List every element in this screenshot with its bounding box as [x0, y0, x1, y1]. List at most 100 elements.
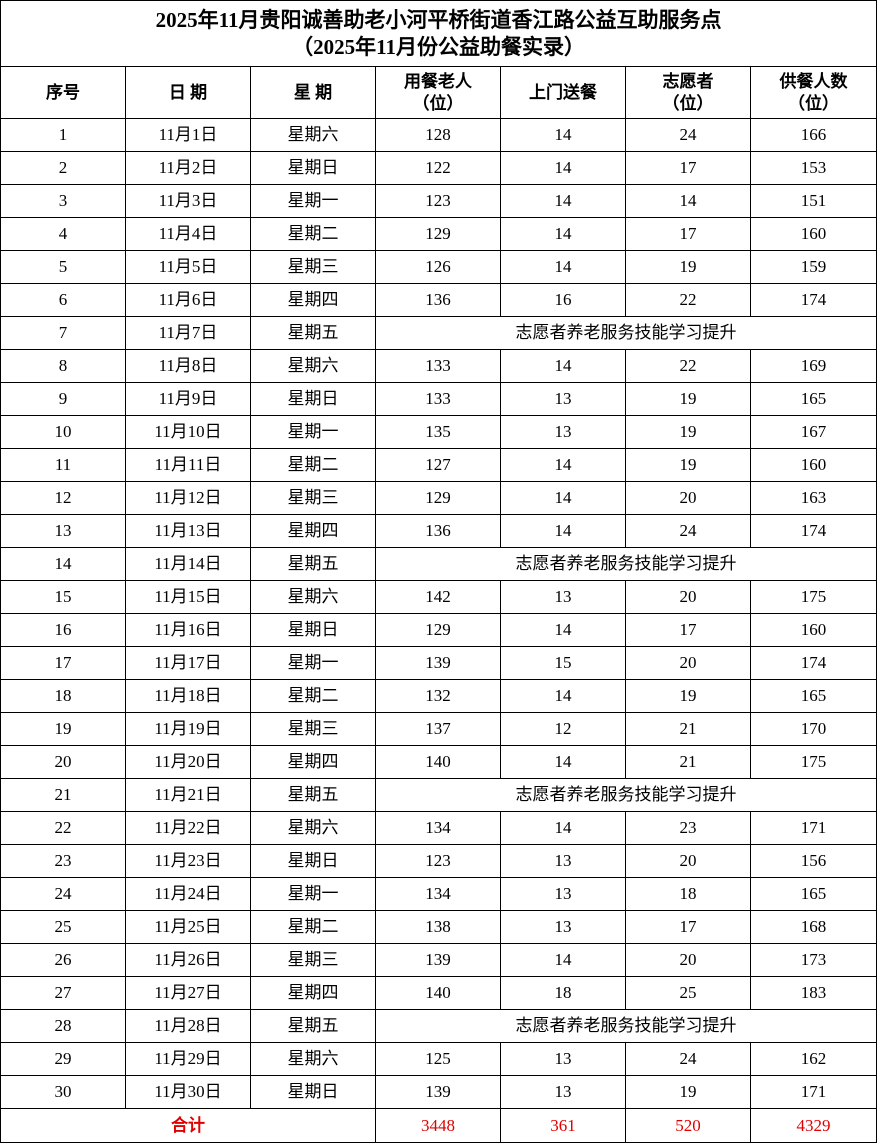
data-row: 11 11月11日 星期二 127 14 19 160 — [0, 448, 877, 482]
total-cell: 520 — [625, 1108, 751, 1143]
data-cell: 125 — [375, 1042, 501, 1076]
data-cell: 139 — [375, 646, 501, 680]
data-cell: 13 — [500, 910, 626, 944]
data-cell: 星期三 — [250, 250, 376, 284]
data-row: 22 11月22日 星期六 134 14 23 171 — [0, 811, 877, 845]
data-cell: 星期五 — [250, 778, 376, 812]
data-row: 3 11月3日 星期一 123 14 14 151 — [0, 184, 877, 218]
data-cell: 11月22日 — [125, 811, 251, 845]
data-cell: 11月11日 — [125, 448, 251, 482]
data-cell: 11月7日 — [125, 316, 251, 350]
data-cell: 19 — [625, 250, 751, 284]
data-row: 13 11月13日 星期四 136 14 24 174 — [0, 514, 877, 548]
data-cell: 19 — [625, 679, 751, 713]
data-cell: 11月19日 — [125, 712, 251, 746]
data-cell: 18 — [500, 976, 626, 1010]
data-cell: 163 — [749, 481, 877, 515]
data-cell: 14 — [500, 943, 626, 977]
data-cell: 11月15日 — [125, 580, 251, 614]
data-cell: 137 — [375, 712, 501, 746]
data-cell: 星期一 — [250, 184, 376, 218]
total-label: 合计 — [0, 1108, 376, 1143]
data-cell: 142 — [375, 580, 501, 614]
data-cell: 11月23日 — [125, 844, 251, 878]
data-cell: 122 — [375, 151, 501, 185]
data-cell: 星期三 — [250, 943, 376, 977]
data-cell: 2 — [0, 151, 126, 185]
data-cell: 24 — [625, 514, 751, 548]
data-cell: 165 — [749, 877, 877, 911]
header-text: 用餐老人 — [404, 71, 472, 91]
header-text: 日 期 — [168, 82, 208, 102]
data-cell: 14 — [500, 349, 626, 383]
data-row: 24 11月24日 星期一 134 13 18 165 — [0, 877, 877, 911]
data-cell: 星期五 — [250, 1009, 376, 1043]
data-cell: 25 — [625, 976, 751, 1010]
data-cell: 138 — [375, 910, 501, 944]
data-cell: 11月24日 — [125, 877, 251, 911]
data-cell: 17 — [625, 910, 751, 944]
data-cell: 5 — [0, 250, 126, 284]
data-cell: 11月4日 — [125, 217, 251, 251]
data-row: 30 11月30日 星期日 139 13 19 171 — [0, 1075, 877, 1109]
data-cell: 星期日 — [250, 844, 376, 878]
total-row: 合计 3448 361 520 4329 — [0, 1108, 877, 1143]
data-cell: 11月21日 — [125, 778, 251, 812]
data-cell: 11月28日 — [125, 1009, 251, 1043]
data-cell: 14 — [500, 184, 626, 218]
data-cell: 11月27日 — [125, 976, 251, 1010]
data-cell: 14 — [500, 151, 626, 185]
data-cell: 11月30日 — [125, 1075, 251, 1109]
data-cell: 星期六 — [250, 580, 376, 614]
data-cell: 26 — [0, 943, 126, 977]
data-cell: 25 — [0, 910, 126, 944]
data-cell: 151 — [749, 184, 877, 218]
data-cell: 星期三 — [250, 481, 376, 515]
data-cell: 171 — [749, 1075, 877, 1109]
data-cell: 30 — [0, 1075, 126, 1109]
data-cell: 165 — [749, 679, 877, 713]
data-cell: 22 — [625, 349, 751, 383]
data-cell: 132 — [375, 679, 501, 713]
data-row: 26 11月26日 星期三 139 14 20 173 — [0, 943, 877, 977]
data-cell: 11月16日 — [125, 613, 251, 647]
data-cell: 133 — [375, 349, 501, 383]
data-row: 6 11月6日 星期四 136 16 22 174 — [0, 283, 877, 317]
data-cell: 星期二 — [250, 910, 376, 944]
data-cell: 19 — [625, 382, 751, 416]
data-cell: 18 — [0, 679, 126, 713]
data-row: 15 11月15日 星期六 142 13 20 175 — [0, 580, 877, 614]
data-cell: 3 — [0, 184, 126, 218]
data-cell: 17 — [0, 646, 126, 680]
data-cell: 174 — [749, 514, 877, 548]
header-text: （位） — [412, 93, 464, 113]
data-cell: 14 — [625, 184, 751, 218]
note-cell: 志愿者养老服务技能学习提升 — [374, 778, 877, 812]
data-cell: 星期四 — [250, 283, 376, 317]
data-cell: 17 — [625, 613, 751, 647]
note-cell: 志愿者养老服务技能学习提升 — [374, 547, 877, 581]
total-cell: 3448 — [375, 1108, 501, 1143]
data-row: 2 11月2日 星期日 122 14 17 153 — [0, 151, 877, 185]
data-row: 14 11月14日 星期五 志愿者养老服务技能学习提升 — [0, 547, 877, 581]
data-cell: 14 — [500, 481, 626, 515]
data-cell: 星期六 — [250, 1042, 376, 1076]
data-cell: 星期二 — [250, 448, 376, 482]
data-cell: 11月25日 — [125, 910, 251, 944]
data-cell: 星期日 — [250, 1075, 376, 1109]
data-cell: 1 — [0, 118, 126, 152]
data-cell: 13 — [0, 514, 126, 548]
data-cell: 126 — [375, 250, 501, 284]
data-cell: 174 — [749, 646, 877, 680]
title: 2025年11月贵阳诚善助老小河平桥街道香江路公益互助服务点 — [155, 7, 722, 32]
data-cell: 23 — [0, 844, 126, 878]
data-cell: 13 — [500, 580, 626, 614]
data-cell: 129 — [375, 481, 501, 515]
data-cell: 169 — [749, 349, 877, 383]
data-row: 8 11月8日 星期六 133 14 22 169 — [0, 349, 877, 383]
data-cell: 156 — [749, 844, 877, 878]
data-cell: 13 — [500, 415, 626, 449]
data-cell: 11月5日 — [125, 250, 251, 284]
data-cell: 159 — [749, 250, 877, 284]
